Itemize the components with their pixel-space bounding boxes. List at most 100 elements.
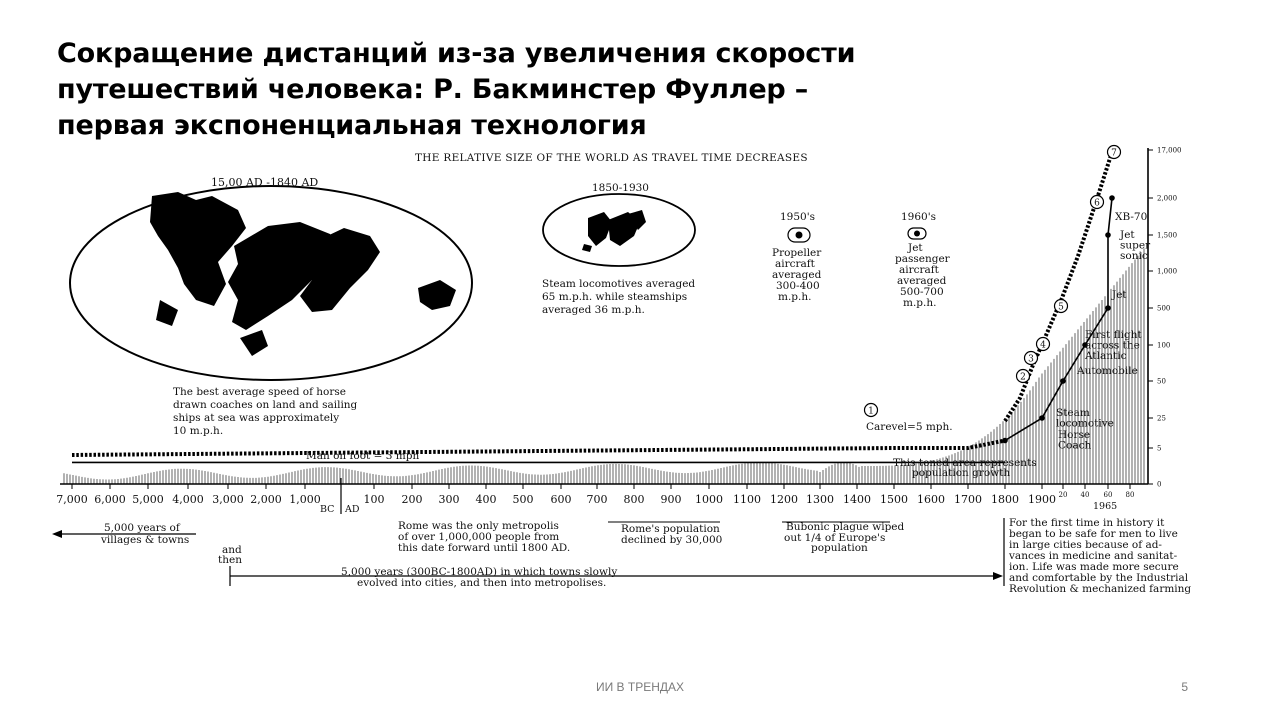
plague-note-3: population: [811, 542, 868, 554]
rome-note-3: this date forward until 1800 AD.: [398, 542, 570, 554]
milestone-point: [1105, 232, 1111, 238]
x-tick-label: 6,000: [94, 493, 126, 506]
series-exponential-dotted: [1003, 151, 1114, 423]
slide-title: Сокращение дистанций из-за увеличения ск…: [57, 36, 897, 142]
modern-note-1: For the first time in history it: [1009, 517, 1165, 529]
y-tick-label: 2,000: [1157, 195, 1177, 203]
annotation-label-1: 1: [868, 407, 874, 417]
x-tick-label: 1000: [695, 493, 723, 506]
milestone-label: Jet: [1111, 289, 1127, 301]
milestone-label: Automobile: [1076, 365, 1138, 377]
annotation-label-7: 7: [1111, 149, 1117, 159]
x-tick-label: 1400: [843, 493, 871, 506]
x-tick-label: 7,000: [56, 493, 88, 506]
map-small-label: 1850-1930: [592, 182, 649, 194]
era-1950-caption-1: Propeller: [772, 247, 822, 259]
annotation-circle-4: [1035, 336, 1051, 352]
world-map-small-frame: [542, 193, 696, 267]
year-1965-label: 1965: [1093, 501, 1117, 512]
cities-note-2: evolved into cities, and then into metro…: [357, 577, 606, 589]
toned-area-label-2: population growth: [912, 467, 1010, 479]
x-tick-label: 1100: [733, 493, 761, 506]
era-1950-caption-4: 300-400: [776, 280, 820, 292]
annotation-circle-7: [1106, 144, 1122, 160]
modern-note-5: ion. Life was made more secure: [1009, 561, 1179, 573]
milestone-point: [1105, 305, 1111, 311]
world-map-small-landmass: [582, 210, 646, 252]
milestone-label: XB-70: [1115, 211, 1147, 223]
map-small-caption-2: 65 m.p.h. while steamships: [542, 291, 687, 303]
annotation-label-2: 2: [1020, 373, 1026, 383]
man-on-foot-label: Man on foot = 3 mph: [306, 450, 419, 462]
x-tick-label: 1,000: [289, 493, 321, 506]
x-tick-label: 900: [661, 493, 682, 506]
x-tick-label: 3,000: [212, 493, 244, 506]
map-large-caption-1: The best average speed of horse: [173, 386, 346, 398]
world-map-large-landmass: [150, 192, 456, 356]
title-line-3: первая экспоненциальная технология: [57, 110, 647, 141]
x-tick-label: 400: [476, 493, 497, 506]
rome-pop-note-1: Rome's population: [621, 523, 720, 535]
era-1950-caption-2: aircraft: [775, 258, 816, 270]
rome-note-1: Rome was the only metropolis: [398, 520, 559, 532]
modern-note-6: and comfortable by the Industrial: [1009, 572, 1189, 584]
era-1960-caption-3: aircraft: [899, 264, 940, 276]
y-tick-label: 1,000: [1157, 268, 1177, 276]
map-large-caption-4: 10 m.p.h.: [173, 425, 223, 437]
x-tick-label: 2,000: [250, 493, 282, 506]
era-1950-map-icon: [787, 227, 811, 243]
footer-label: ИИ В ТРЕНДАХ: [595, 680, 685, 694]
toned-area-label-1: This toned area represents: [893, 457, 1037, 469]
x-tick-label: 60: [1104, 491, 1113, 499]
era-1960-caption-4: averaged: [897, 275, 947, 287]
and-then-2: then: [218, 554, 242, 566]
villages-note-2: villages & towns: [100, 534, 189, 546]
modern-note-4: vances in medicine and sanitat-: [1008, 550, 1178, 562]
ad-label: AD: [344, 504, 360, 515]
bc-label: BC: [320, 504, 334, 515]
x-tick-label: 20: [1059, 491, 1068, 499]
y-tick-label: 500: [1157, 305, 1170, 313]
x-tick-label: 80: [1126, 491, 1135, 499]
milestone-label: First flight across the Atlantic: [1084, 329, 1142, 362]
era-1950-caption-3: averaged: [772, 269, 822, 281]
modern-note-3: in large cities because of ad-: [1009, 539, 1162, 551]
x-tick-label: 800: [624, 493, 645, 506]
annotation-circle-1: [863, 402, 879, 418]
x-tick-label: 200: [402, 493, 423, 506]
rome-pop-note-2: declined by 30,000: [621, 534, 722, 546]
x-tick-label: 1800: [991, 493, 1019, 506]
map-large-label: 15,00 AD -1840 AD: [211, 176, 318, 189]
modern-note-7: Revolution & mechanized farming: [1009, 583, 1191, 595]
y-tick-label: 0: [1157, 481, 1161, 489]
milestone-label: Steam locomotive: [1056, 407, 1114, 430]
milestone-label: Jet super sonic: [1119, 229, 1151, 262]
title-line-1: Сокращение дистанций из-за увеличения ск…: [57, 38, 856, 69]
era-1950-label: 1950's: [780, 211, 815, 223]
x-tick-label: 1600: [917, 493, 945, 506]
y-tick-label: 5: [1157, 445, 1161, 453]
annotation-label-4: 4: [1040, 341, 1046, 351]
map-small-caption-1: Steam locomotives averaged: [542, 278, 695, 290]
annotation-label-3: 3: [1028, 355, 1034, 365]
milestone-point: [1082, 342, 1088, 348]
modern-note-2: began to be safe for men to live: [1009, 528, 1178, 540]
map-large-caption-3: ships at sea was approximately: [173, 412, 339, 424]
era-1960-caption-5: 500-700: [900, 286, 944, 298]
milestone-point: [1002, 437, 1008, 444]
x-tick-label: 700: [587, 493, 608, 506]
milestone-label: Horse Coach: [1058, 429, 1091, 452]
annotation-circle-2: [1015, 368, 1031, 384]
plague-note-1: Bubonic plague wiped: [786, 521, 905, 533]
x-tick-label: 300: [439, 493, 460, 506]
chart-series: 1 234 5 6 7: [71, 144, 1122, 464]
title-line-2: путешествий человека: Р. Бакминстер Фулл…: [57, 74, 809, 105]
annotation-label-5: 5: [1058, 303, 1064, 313]
y-tick-label: 25: [1157, 415, 1166, 423]
annotation-circle-5: [1053, 298, 1069, 314]
x-tick-label: 600: [551, 493, 572, 506]
carevel-label: Carevel=5 mph.: [866, 421, 953, 433]
y-tick-label: 100: [1157, 342, 1170, 350]
page-number: 5: [1181, 680, 1188, 694]
